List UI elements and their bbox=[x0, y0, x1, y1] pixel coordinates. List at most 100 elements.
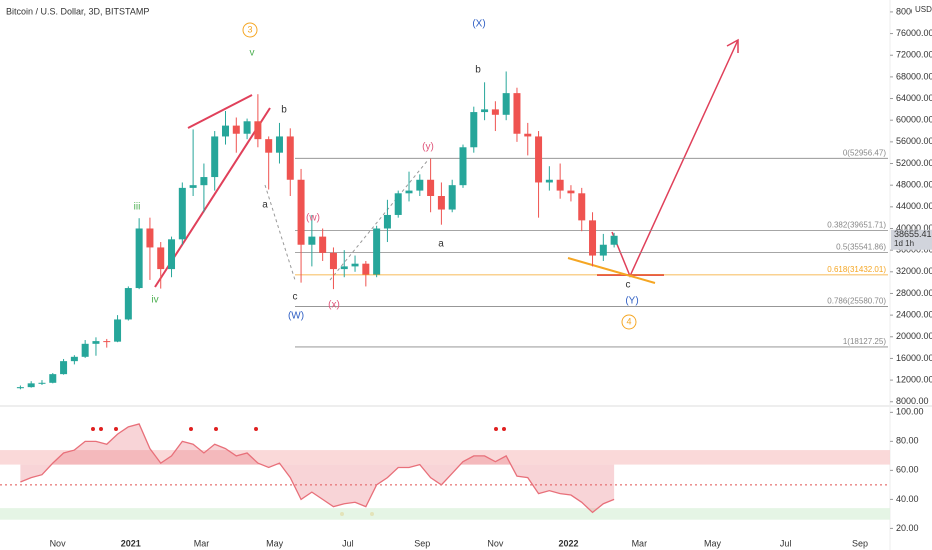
candle-body bbox=[221, 125, 229, 137]
candle-body bbox=[427, 179, 435, 197]
dashed-line bbox=[264, 184, 296, 281]
fib-label: 0(52956.47) bbox=[843, 148, 886, 157]
candle-body bbox=[535, 136, 543, 183]
last-price: 38655.41 bbox=[894, 229, 932, 239]
candle-body bbox=[103, 341, 111, 343]
candle-body bbox=[16, 387, 24, 389]
wave-label: b bbox=[281, 105, 287, 116]
wave-label: b bbox=[475, 65, 481, 76]
candle-body bbox=[567, 190, 575, 194]
candle-body bbox=[351, 263, 359, 267]
rsi-band bbox=[0, 508, 890, 520]
arrow-head bbox=[726, 38, 739, 53]
x-tick-label: Nov bbox=[487, 538, 504, 548]
y-tick-label: 24000.00 bbox=[896, 309, 932, 319]
x-tick-label: May bbox=[704, 538, 722, 548]
dot bbox=[494, 427, 498, 431]
candle-body bbox=[513, 93, 521, 134]
y-tick-label: 8000.00 bbox=[896, 396, 929, 406]
candle-body bbox=[448, 185, 456, 210]
candle-body bbox=[92, 341, 100, 344]
candle-body bbox=[70, 356, 78, 362]
wave-label: a bbox=[262, 200, 268, 211]
y-tick-label: 72000.00 bbox=[896, 50, 932, 60]
candle-body bbox=[578, 193, 586, 221]
wave-label: c bbox=[293, 292, 298, 303]
candle-body bbox=[38, 382, 46, 384]
candle-body bbox=[81, 343, 89, 357]
candle-body bbox=[243, 121, 251, 134]
candle-body bbox=[589, 220, 597, 256]
chart-title: Bitcoin / U.S. Dollar, 3D, BITSTAMP bbox=[6, 6, 149, 16]
y-tick-label: 32000.00 bbox=[896, 266, 932, 276]
candle-body bbox=[114, 319, 122, 342]
y-tick-label: 56000.00 bbox=[896, 136, 932, 146]
wave-circle bbox=[242, 22, 258, 38]
wave-label: c bbox=[626, 280, 631, 291]
x-tick-label: Nov bbox=[50, 538, 67, 548]
candle-body bbox=[297, 179, 305, 245]
wave-label: a bbox=[438, 239, 444, 250]
dot bbox=[254, 427, 258, 431]
rsi-y-tick-label: 40.00 bbox=[896, 494, 919, 504]
x-tick-label: Sep bbox=[852, 538, 868, 548]
candle-body bbox=[470, 112, 478, 148]
rsi-area bbox=[20, 423, 615, 513]
wave-label: (w) bbox=[306, 213, 320, 224]
fib-label: 0.5(35541.86) bbox=[836, 243, 886, 252]
candle-body bbox=[49, 374, 57, 383]
candle-body bbox=[254, 121, 262, 140]
candle-body bbox=[319, 236, 327, 253]
y-tick-label: 64000.00 bbox=[896, 93, 932, 103]
candle-body bbox=[124, 288, 132, 320]
y-tick-label: 44000.00 bbox=[896, 201, 932, 211]
candle-body bbox=[60, 361, 68, 375]
x-tick-label: 2022 bbox=[559, 538, 579, 548]
wave-label: iii bbox=[134, 202, 141, 213]
candle-body bbox=[556, 179, 564, 191]
candle-body bbox=[502, 93, 510, 115]
trend-line bbox=[187, 94, 253, 129]
candle-body bbox=[211, 136, 219, 178]
x-tick-label: Sep bbox=[414, 538, 430, 548]
y-tick-label: 28000.00 bbox=[896, 288, 932, 298]
candle-body bbox=[599, 244, 607, 256]
candle-body bbox=[524, 133, 532, 137]
candle-body bbox=[340, 266, 348, 270]
rsi-line bbox=[20, 423, 615, 514]
rsi-y-tick-label: 80.00 bbox=[896, 436, 919, 446]
x-tick-label: Mar bbox=[194, 538, 210, 548]
candle-body bbox=[135, 228, 143, 289]
candle-body bbox=[200, 177, 208, 186]
rsi-y-tick-label: 60.00 bbox=[896, 465, 919, 475]
candle-body bbox=[437, 196, 445, 210]
fib-label: 0.786(25580.70) bbox=[827, 297, 886, 306]
rsi-y-tick-label: 100.00 bbox=[896, 407, 924, 417]
y-tick-label: 48000.00 bbox=[896, 180, 932, 190]
candle-body bbox=[329, 252, 337, 270]
x-tick-label: 2021 bbox=[121, 538, 141, 548]
wave-label: 4 bbox=[626, 316, 631, 326]
wave-label: (W) bbox=[288, 311, 304, 322]
dot bbox=[99, 427, 103, 431]
rsi-band bbox=[0, 450, 890, 465]
y-tick-label: 40000.00 bbox=[896, 223, 932, 233]
countdown: 1d 1h bbox=[894, 239, 914, 248]
currency: USD bbox=[915, 5, 932, 14]
x-tick-label: May bbox=[266, 538, 284, 548]
candle-body bbox=[481, 109, 489, 113]
y-tick-label: 20000.00 bbox=[896, 331, 932, 341]
candle-body bbox=[545, 179, 553, 183]
candle-body bbox=[383, 214, 391, 229]
candle-body bbox=[394, 193, 402, 215]
candle-body bbox=[157, 247, 165, 270]
wave-label: (X) bbox=[472, 19, 485, 30]
wave-label: iv bbox=[151, 295, 158, 306]
rsi-y-tick-label: 20.00 bbox=[896, 523, 919, 533]
last-price-box bbox=[891, 229, 932, 250]
x-tick-label: Jul bbox=[780, 538, 792, 548]
x-tick-label: Jul bbox=[342, 538, 354, 548]
candle-body bbox=[362, 263, 370, 275]
wave-label: (x) bbox=[328, 300, 340, 311]
candle-body bbox=[373, 228, 381, 275]
